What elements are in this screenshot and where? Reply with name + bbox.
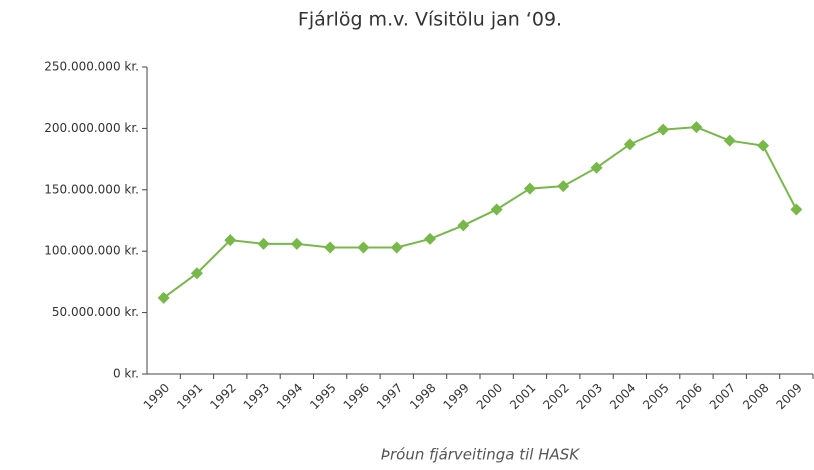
y-tick-label: 0 kr.	[113, 367, 139, 381]
x-tick-label: 1990	[141, 381, 172, 412]
marker	[224, 234, 237, 247]
y-tick-label: 50.000.000 kr.	[52, 305, 139, 319]
marker	[190, 267, 203, 280]
x-tick-label: 1994	[274, 381, 305, 412]
marker	[424, 232, 437, 245]
x-tick-label: 1993	[241, 381, 272, 412]
x-tick-label: 2009	[773, 381, 804, 412]
x-tick-label: 2005	[640, 381, 671, 412]
marker	[324, 241, 337, 254]
marker	[523, 182, 536, 195]
x-tick-label: 2000	[474, 381, 505, 412]
marker	[357, 241, 370, 254]
marker	[657, 123, 670, 136]
x-tick-label: 1991	[174, 381, 205, 412]
marker	[723, 134, 736, 147]
y-tick-label: 250.000.000 kr.	[44, 60, 139, 74]
marker	[290, 237, 303, 250]
marker	[790, 203, 803, 216]
chart-title: Fjárlög m.v. Vísitölu jan ‘09.	[298, 9, 562, 31]
x-tick-label: 1996	[341, 381, 372, 412]
y-tick-label: 100.000.000 kr.	[44, 244, 139, 258]
x-tick-label: 2002	[540, 381, 571, 412]
x-tick-label: 2007	[707, 381, 738, 412]
x-tick-label: 2001	[507, 381, 538, 412]
marker	[390, 241, 403, 254]
x-tick-label: 1992	[207, 381, 238, 412]
marker	[690, 121, 703, 134]
marker	[257, 237, 270, 250]
line	[163, 126, 798, 299]
x-tick-label: 2008	[740, 381, 771, 412]
marker	[457, 219, 470, 232]
x-tick-label: 2003	[574, 381, 605, 412]
marker	[590, 161, 603, 174]
x-tick-label: 2006	[674, 381, 705, 412]
x-tick-label: 1995	[307, 381, 338, 412]
marker	[557, 180, 570, 193]
x-tick-label: 1999	[440, 381, 471, 412]
x-tick-label: 1998	[407, 381, 438, 412]
x-axis-label: Þróun fjárveitinga til HASK	[381, 446, 580, 464]
marker	[490, 203, 503, 216]
marker	[623, 138, 636, 151]
marker	[757, 139, 770, 152]
y-tick-label: 150.000.000 kr.	[44, 182, 139, 196]
x-tick-label: 1997	[374, 381, 405, 412]
y-tick-label: 200.000.000 kr.	[44, 121, 139, 135]
x-tick-label: 2004	[607, 381, 638, 412]
marker	[157, 291, 170, 304]
